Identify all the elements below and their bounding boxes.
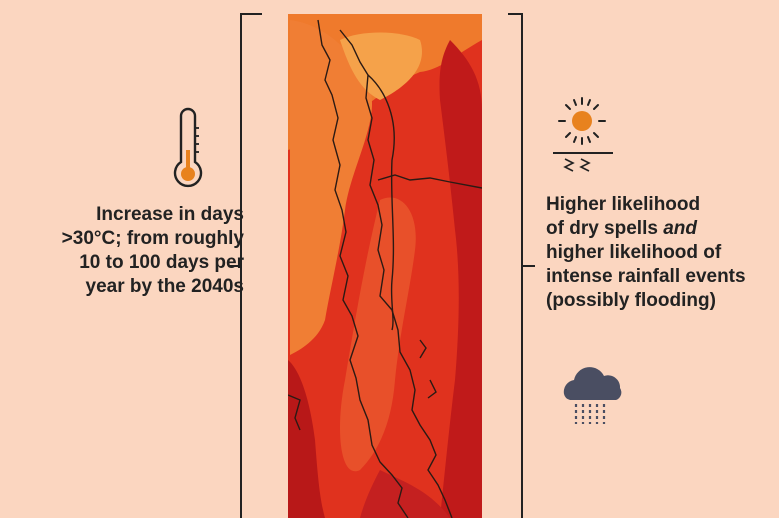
right-text-line-3: higher likelihood of [546, 242, 722, 263]
left-text-line-2: >30°C; from roughly [61, 228, 244, 249]
country-borders [288, 19, 482, 518]
right-text-line-1: Higher likelihood [546, 194, 701, 215]
left-bracket [229, 13, 262, 518]
temperature-map [288, 14, 482, 518]
right-text-emphasis: and [663, 218, 697, 239]
right-text-line-2a: of dry spells [546, 218, 664, 239]
left-text-line-1: Increase in days [96, 204, 244, 225]
left-text-line-4: year by the 2040s [85, 276, 244, 297]
left-text-line-3: 10 to 100 days per [79, 252, 244, 273]
rain-cloud-icon [563, 367, 622, 424]
temperature-increase-text: Increase in days >30°C; from roughly 10 … [0, 203, 244, 299]
right-text-line-5: (possibly flooding) [546, 290, 716, 311]
right-text-line-4: intense rainfall events [546, 266, 746, 287]
rainfall-variability-text: Higher likelihood of dry spells and high… [546, 193, 779, 313]
thermometer-icon [173, 107, 203, 188]
right-text-line-2: of dry spells and [546, 217, 779, 241]
right-bracket [508, 13, 535, 518]
sun-drought-icon [553, 97, 613, 172]
